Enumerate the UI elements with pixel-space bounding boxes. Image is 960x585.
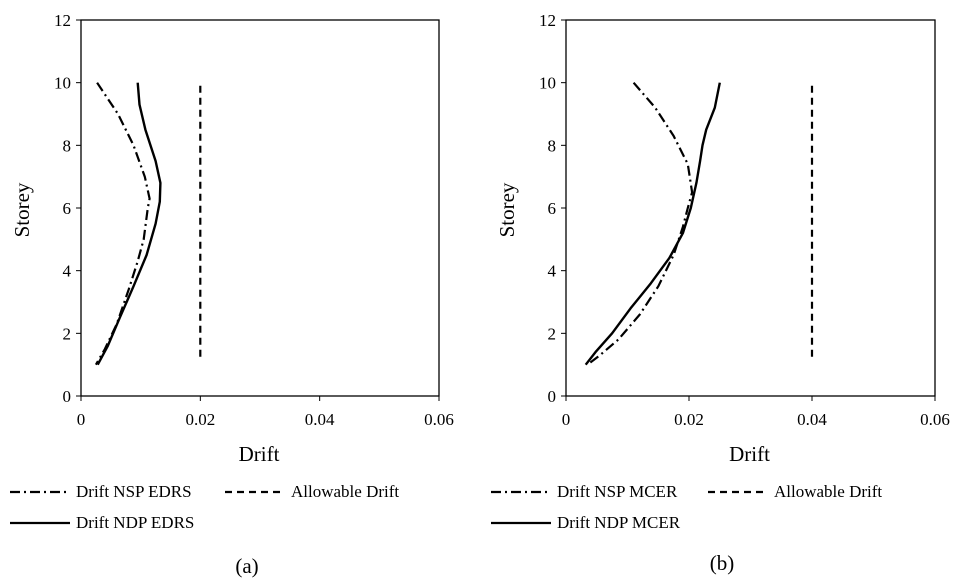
y-tick-label: 2 xyxy=(63,324,72,343)
series-line-solid xyxy=(96,82,162,366)
legend-label: Drift NSP MCER xyxy=(557,482,678,501)
legend: Drift NSP MCER Allowable Drift Drift NDP M… xyxy=(491,482,882,532)
legend-label: Allowable Drift xyxy=(774,482,882,501)
x-tick-label: 0.04 xyxy=(305,410,335,429)
y-tick-label: 4 xyxy=(63,262,72,281)
x-axis-title: Drift xyxy=(239,442,280,466)
y-tick-label: 6 xyxy=(63,199,72,218)
series-line-dashdot xyxy=(94,82,151,366)
legend-label: Drift NDP MCER xyxy=(557,513,681,532)
chart-panel-a: 0 2 4 6 8 10 12 0 0.02 0.04 0.06 Drift Storey Drift N… xyxy=(10,11,454,578)
y-tick-label: 12 xyxy=(54,11,71,30)
x-axis-title: Drift xyxy=(729,442,770,466)
y-tick-label: 0 xyxy=(548,387,557,406)
y-tick-label: 10 xyxy=(539,74,556,93)
y-tick-label: 4 xyxy=(548,262,557,281)
y-tick-label: 2 xyxy=(548,324,557,343)
panel-caption: (b) xyxy=(710,551,735,575)
series-line-dashdot xyxy=(586,81,694,366)
y-axis-title: Storey xyxy=(495,182,519,237)
x-tick-label: 0.06 xyxy=(920,410,950,429)
series-line-solid xyxy=(584,82,721,366)
x-tick-label: 0.06 xyxy=(424,410,454,429)
legend-label: Allowable Drift xyxy=(291,482,399,501)
legend-label: Drift NSP EDRS xyxy=(76,482,192,501)
x-tick-label: 0.04 xyxy=(797,410,827,429)
legend: Drift NSP EDRS Allowable Drift Drift NDP E… xyxy=(10,482,399,532)
legend-label: Drift NDP EDRS xyxy=(76,513,194,532)
x-tick-label: 0.02 xyxy=(185,410,215,429)
y-tick-label: 0 xyxy=(63,387,72,406)
plot-frame xyxy=(565,19,936,397)
plot-frame xyxy=(80,19,440,397)
x-tick-label: 0.02 xyxy=(674,410,704,429)
y-axis-title: Storey xyxy=(10,182,34,237)
y-tick-label: 6 xyxy=(548,199,557,218)
x-tick-label: 0 xyxy=(77,410,86,429)
chart-panel-b: 0 2 4 6 8 10 12 0 0.02 0.04 0.06 Drift Storey Drift N… xyxy=(491,11,950,575)
y-tick-label: 10 xyxy=(54,74,71,93)
y-tick-label: 12 xyxy=(539,11,556,30)
y-tick-label: 8 xyxy=(63,136,72,155)
panel-caption: (a) xyxy=(235,554,258,578)
y-tick-label: 8 xyxy=(548,136,557,155)
x-tick-label: 0 xyxy=(562,410,571,429)
